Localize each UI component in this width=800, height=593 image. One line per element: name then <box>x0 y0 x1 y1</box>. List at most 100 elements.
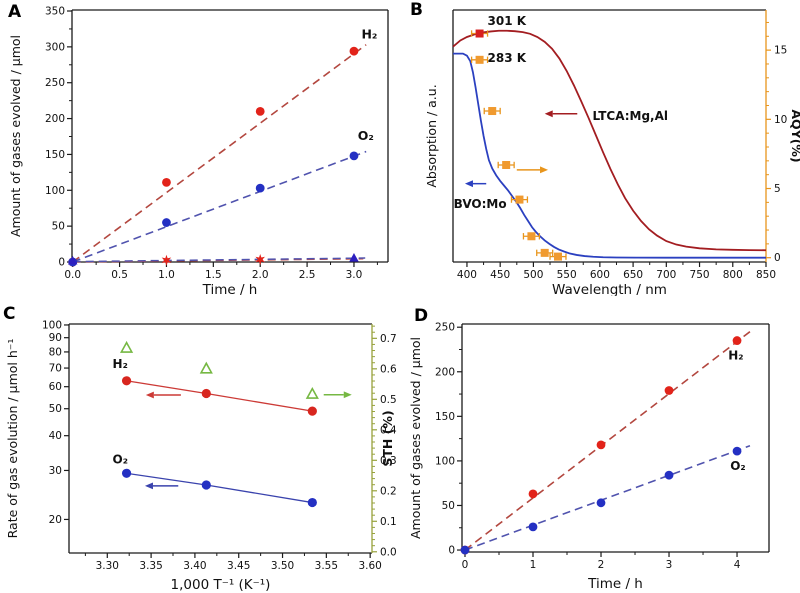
svg-text:150: 150 <box>45 149 65 161</box>
svg-text:2.5: 2.5 <box>299 269 316 281</box>
svg-text:BVO:Mo: BVO:Mo <box>454 197 507 211</box>
svg-text:100: 100 <box>42 319 62 331</box>
svg-text:3.40: 3.40 <box>183 560 206 572</box>
series-aqy-283k-points <box>483 107 567 261</box>
svg-text:500: 500 <box>523 269 543 281</box>
svg-text:H₂: H₂ <box>361 26 377 41</box>
svg-text:STH (%): STH (%) <box>380 410 395 466</box>
svg-text:H₂: H₂ <box>113 357 128 371</box>
series-h2-points <box>460 336 742 555</box>
panel-a: A 0.0 0.5 1.0 1.5 2.0 2.5 3.0 Time / h 0 50 100 150… <box>0 0 400 296</box>
svg-text:Absorption / a.u.: Absorption / a.u. <box>424 84 439 187</box>
svg-text:0.0: 0.0 <box>64 269 81 281</box>
svg-text:450: 450 <box>490 269 510 281</box>
panel-d-letter: D <box>414 306 429 326</box>
series-bvo-absorption-curve <box>453 52 766 259</box>
svg-text:Time / h: Time / h <box>587 576 643 592</box>
svg-text:15: 15 <box>774 45 787 57</box>
svg-text:3: 3 <box>666 559 673 571</box>
svg-text:O₂: O₂ <box>730 459 745 473</box>
svg-text:750: 750 <box>690 269 710 281</box>
series-o2-trend-line <box>464 444 751 551</box>
series-control-blue-points <box>67 253 359 265</box>
svg-text:0: 0 <box>58 257 65 269</box>
svg-text:LTCA:Mg,Al: LTCA:Mg,Al <box>593 109 668 123</box>
svg-text:50: 50 <box>49 403 62 415</box>
svg-text:50: 50 <box>52 221 65 233</box>
axes: 0 1 2 3 4 Time / h 0 50 100 150 200 250 Amount of ga… <box>408 322 770 592</box>
panel-d: D 0 1 2 3 4 Time / h 0 50 100 150 200 250 Amount of … <box>400 296 800 593</box>
series-aqy-301k-point <box>470 29 489 38</box>
series-aqy-283k-point <box>470 55 489 64</box>
svg-text:Amount of gases evolved / μmol: Amount of gases evolved / μmol <box>8 35 23 237</box>
svg-text:2.0: 2.0 <box>252 269 269 281</box>
svg-text:650: 650 <box>623 269 643 281</box>
svg-text:0.7: 0.7 <box>380 333 397 345</box>
svg-text:O₂: O₂ <box>113 452 128 466</box>
panel-c-chart: 3.30 3.35 3.40 3.45 3.50 3.55 3.60 1,000 T⁻¹ (K… <box>5 319 397 593</box>
panel-a-chart: 0.0 0.5 1.0 1.5 2.0 2.5 3.0 Time / h 0 50 100 150 20… <box>8 6 389 296</box>
svg-text:5: 5 <box>774 183 781 195</box>
svg-text:3.55: 3.55 <box>315 560 338 572</box>
axes: 400 450 500 550 600 650 700 750 800 850 Wavelength… <box>424 9 800 296</box>
axes: 3.30 3.35 3.40 3.45 3.50 3.55 3.60 1,000 T⁻¹ (K… <box>5 319 397 593</box>
svg-text:283 K: 283 K <box>488 51 527 65</box>
svg-text:200: 200 <box>435 366 455 378</box>
annotations: 301 K 283 K LTCA:Mg,Al BVO:Mo <box>454 14 668 211</box>
svg-text:100: 100 <box>435 455 455 467</box>
svg-text:0.3: 0.3 <box>380 455 397 467</box>
svg-text:0: 0 <box>462 559 469 571</box>
svg-text:Amount of gases evolved / μmol: Amount of gases evolved / μmol <box>408 337 423 539</box>
svg-text:1: 1 <box>530 559 537 571</box>
svg-text:850: 850 <box>756 269 776 281</box>
svg-text:50: 50 <box>442 500 455 512</box>
svg-text:40: 40 <box>49 430 62 442</box>
svg-text:700: 700 <box>656 269 676 281</box>
svg-text:4: 4 <box>734 559 741 571</box>
svg-text:0: 0 <box>774 252 781 264</box>
series-control-red-points <box>161 253 265 266</box>
svg-text:1,000 T⁻¹ (K⁻¹): 1,000 T⁻¹ (K⁻¹) <box>171 577 271 593</box>
series-ltca-absorption-curve <box>452 29 767 252</box>
annotations: H₂ O₂ <box>358 26 378 143</box>
svg-text:0.6: 0.6 <box>380 363 397 375</box>
series-h2-rate <box>121 376 317 416</box>
svg-text:400: 400 <box>457 269 477 281</box>
axes: 0.0 0.5 1.0 1.5 2.0 2.5 3.0 Time / h 0 50 100 150 20… <box>8 6 389 296</box>
svg-text:0.0: 0.0 <box>380 546 397 558</box>
series-h2-trend-line <box>464 331 751 551</box>
svg-text:250: 250 <box>45 77 65 89</box>
svg-text:3.45: 3.45 <box>227 560 250 572</box>
svg-text:550: 550 <box>557 269 577 281</box>
svg-text:90: 90 <box>49 332 62 344</box>
panel-a-letter: A <box>8 2 22 22</box>
series-o2-rate <box>121 468 317 508</box>
svg-text:0.5: 0.5 <box>380 394 397 406</box>
series-o2-points <box>460 446 742 555</box>
series-h2-trend-line <box>72 44 367 263</box>
svg-text:301 K: 301 K <box>488 14 527 28</box>
svg-text:O₂: O₂ <box>358 128 374 143</box>
panel-b-letter: B <box>410 0 423 20</box>
panel-d-chart: 0 1 2 3 4 Time / h 0 50 100 150 200 250 Amount of ga… <box>408 322 770 592</box>
svg-text:600: 600 <box>590 269 610 281</box>
svg-text:100: 100 <box>45 185 65 197</box>
series-h2-points <box>68 46 359 267</box>
panel-c-letter: C <box>3 304 16 324</box>
svg-text:AQY(%): AQY(%) <box>789 109 800 162</box>
series-sth-points <box>119 340 319 399</box>
svg-text:0.2: 0.2 <box>380 485 397 497</box>
panel-b: B 400 450 500 550 600 650 700 750 800 850 Waveleng… <box>400 0 800 296</box>
svg-text:60: 60 <box>49 381 62 393</box>
svg-text:H₂: H₂ <box>728 348 743 362</box>
svg-text:3.0: 3.0 <box>346 269 363 281</box>
svg-text:0: 0 <box>448 545 455 557</box>
series-o2-trend-line <box>72 150 367 263</box>
svg-text:0.5: 0.5 <box>111 269 128 281</box>
svg-text:30: 30 <box>49 465 62 477</box>
svg-text:10: 10 <box>774 114 787 126</box>
svg-text:800: 800 <box>723 269 743 281</box>
svg-text:Wavelength / nm: Wavelength / nm <box>552 282 667 296</box>
series-control-blue-trend-line <box>72 257 366 263</box>
svg-text:3.35: 3.35 <box>139 560 162 572</box>
